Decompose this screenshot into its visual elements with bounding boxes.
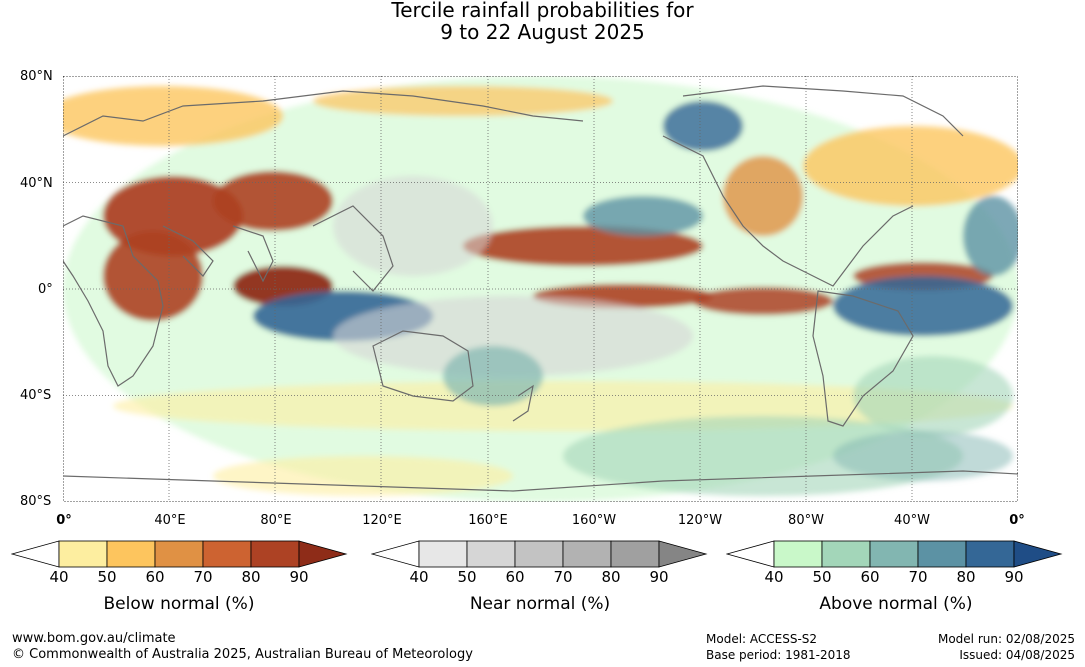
colorbar-segment xyxy=(773,540,823,568)
colorbar-high-arrow xyxy=(298,540,348,568)
colorbar-tick-label: 80 xyxy=(601,568,621,586)
colorbar-tick-label: 90 xyxy=(1004,568,1024,586)
colorbar-segment xyxy=(610,540,660,568)
probability-region xyxy=(583,196,703,236)
colorbar-segment xyxy=(821,540,871,568)
lat-label-40s: 40°S xyxy=(20,388,52,403)
colorbar-segment xyxy=(514,540,564,568)
lon-label-80e: 80°E xyxy=(260,513,292,528)
probability-region xyxy=(443,346,543,406)
colorbar-low-arrow xyxy=(726,540,775,568)
probability-region xyxy=(663,101,743,151)
colorbar-segment xyxy=(58,540,108,568)
lat-label-80s: 80°S xyxy=(20,494,52,509)
colorbar-tick-label: 70 xyxy=(908,568,928,586)
footer-model: Model: ACCESS-S2 xyxy=(706,632,818,646)
map-title-line2: 9 to 22 August 2025 xyxy=(440,20,645,44)
lat-label-40n: 40°N xyxy=(20,176,53,191)
lon-label-40w: 40°W xyxy=(894,513,930,528)
lat-label-equator: 0° xyxy=(38,282,53,297)
colorbar-near-normal xyxy=(371,540,709,568)
probability-region xyxy=(213,171,333,231)
map-title-line1: Tercile rainfall probabilities for xyxy=(391,0,694,22)
probability-region xyxy=(693,287,833,315)
footer-base-period: Base period: 1981-2018 xyxy=(706,648,851,662)
colorbar-segment xyxy=(154,540,204,568)
legend-title-below-normal: Below normal (%) xyxy=(103,594,255,614)
lon-label-160e: 160°E xyxy=(468,513,508,528)
colorbar-low-arrow xyxy=(371,540,420,568)
colorbar-segment xyxy=(202,540,252,568)
colorbar-tick-label: 70 xyxy=(193,568,213,586)
colorbar-tick-label: 40 xyxy=(409,568,429,586)
rainfall-probability-map xyxy=(63,76,1018,502)
lon-label-0-left: 0° xyxy=(56,513,72,528)
colorbar-high-arrow xyxy=(658,540,708,568)
colorbar-segment xyxy=(917,540,967,568)
lon-label-40e: 40°E xyxy=(154,513,186,528)
colorbar-tick-label: 90 xyxy=(289,568,309,586)
colorbar-tick-label: 50 xyxy=(97,568,117,586)
footer-model-run: Model run: 02/08/2025 xyxy=(937,632,1075,646)
probability-region xyxy=(853,356,1013,436)
lat-label-80n: 80°N xyxy=(20,69,53,84)
graticule xyxy=(63,76,1018,502)
coastline-outlines xyxy=(63,85,1018,492)
colorbar-tick-label: 50 xyxy=(457,568,477,586)
colorbar-tick-label: 60 xyxy=(860,568,880,586)
probability-region xyxy=(723,156,803,236)
colorbar-tick-label: 80 xyxy=(241,568,261,586)
colorbar-segment xyxy=(250,540,300,568)
probability-region xyxy=(213,456,513,496)
colorbar-tick-label: 90 xyxy=(649,568,669,586)
colorbar-tick-label: 60 xyxy=(145,568,165,586)
probability-region xyxy=(333,296,693,376)
probability-region xyxy=(63,86,283,146)
probability-region xyxy=(563,416,963,496)
probability-region xyxy=(963,196,1018,276)
probability-region xyxy=(833,276,1013,336)
colorbar-segment xyxy=(466,540,516,568)
colorbar-tick-label: 80 xyxy=(956,568,976,586)
colorbar-tick-label: 40 xyxy=(764,568,784,586)
lon-label-120e: 120°E xyxy=(362,513,402,528)
colorbar-segment xyxy=(869,540,919,568)
colorbar-high-arrow xyxy=(1013,540,1063,568)
colorbar-low-arrow xyxy=(11,540,60,568)
colorbar-above-normal xyxy=(726,540,1064,568)
probability-region xyxy=(313,86,613,116)
legend-title-near-normal: Near normal (%) xyxy=(469,594,611,614)
footer-copyright: © Commonwealth of Australia 2025, Austra… xyxy=(12,647,473,662)
probability-region xyxy=(333,176,493,276)
colorbar-segment xyxy=(965,540,1015,568)
colorbar-tick-label: 60 xyxy=(505,568,525,586)
colorbar-below-normal xyxy=(11,540,349,568)
footer-issued: Issued: 04/08/2025 xyxy=(959,648,1075,662)
probability-region xyxy=(803,126,1018,206)
lon-label-0-right: 0° xyxy=(1009,513,1025,528)
colorbar-tick-label: 70 xyxy=(553,568,573,586)
lon-label-120w: 120°W xyxy=(677,513,723,528)
legend-title-above-normal: Above normal (%) xyxy=(819,594,973,614)
lon-label-160w: 160°W xyxy=(571,513,617,528)
colorbar-segment xyxy=(562,540,612,568)
colorbar-segment xyxy=(418,540,468,568)
lon-label-80w: 80°W xyxy=(788,513,824,528)
colorbar-tick-label: 40 xyxy=(49,568,69,586)
colorbar-segment xyxy=(106,540,156,568)
footer-url: www.bom.gov.au/climate xyxy=(12,631,176,646)
colorbar-tick-label: 50 xyxy=(812,568,832,586)
probability-region xyxy=(833,431,1013,481)
